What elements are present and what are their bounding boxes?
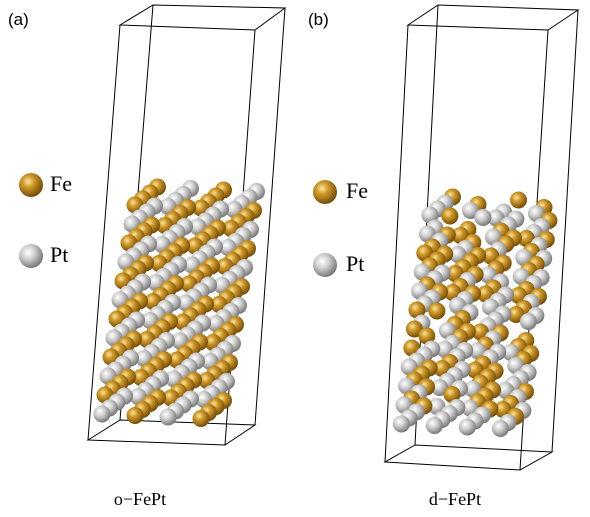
atom (474, 209, 492, 226)
atom (497, 382, 515, 399)
legend-pt: Pt (346, 251, 364, 276)
legend-fe-sphere (313, 180, 337, 204)
atom (441, 207, 459, 225)
atom (421, 206, 439, 224)
atom (126, 407, 144, 424)
atom (416, 244, 434, 262)
atom (93, 405, 111, 423)
panel-label: (b) (308, 10, 329, 29)
atom (510, 287, 528, 304)
atom (438, 322, 456, 339)
atom (159, 408, 177, 426)
atom (491, 420, 509, 437)
atom (444, 284, 462, 301)
atom (443, 386, 461, 403)
atom (482, 298, 499, 316)
atom (507, 306, 525, 323)
atom (462, 202, 479, 219)
atom (425, 417, 443, 434)
atom (413, 263, 431, 281)
atoms (93, 178, 558, 437)
caption: o−FePt (114, 489, 166, 509)
atom (484, 228, 502, 246)
atom (411, 282, 429, 300)
atom (192, 410, 210, 427)
atom (494, 401, 512, 418)
atom (449, 246, 467, 263)
atom (471, 323, 489, 341)
atom (418, 225, 436, 243)
atom (446, 265, 464, 282)
atom (403, 339, 421, 357)
atom (477, 285, 495, 303)
atom (392, 415, 410, 433)
legend-pt-sphere (313, 253, 337, 277)
atom (405, 320, 423, 338)
cell-top (406, 4, 580, 31)
atom (428, 302, 446, 320)
caption: d−FePt (429, 489, 481, 509)
atom (431, 379, 449, 396)
atom (512, 268, 530, 285)
cell-bottom (383, 444, 554, 471)
atom (469, 342, 487, 360)
atom (458, 418, 476, 436)
atom (461, 399, 479, 417)
atom (428, 398, 446, 415)
legend-fe: Fe (346, 178, 368, 203)
atom (482, 247, 500, 265)
atom (418, 327, 436, 345)
atom (449, 297, 466, 314)
atom (395, 396, 413, 414)
atom (528, 205, 545, 222)
atom (507, 357, 525, 374)
atom (487, 209, 505, 227)
legend-pt-sphere (19, 244, 43, 268)
atom (451, 227, 469, 244)
panel-label: (a) (8, 10, 29, 29)
legend-pt: Pt (50, 242, 68, 267)
atom (479, 266, 497, 284)
atom (433, 360, 451, 377)
legend-fe: Fe (50, 171, 72, 196)
atom (400, 358, 418, 376)
atom (519, 313, 537, 330)
atom (502, 344, 520, 361)
atom (408, 301, 426, 319)
atom (517, 230, 535, 247)
atom (436, 341, 454, 358)
atom (398, 377, 416, 395)
atom (466, 361, 484, 379)
atom (515, 249, 533, 266)
atom (464, 380, 482, 398)
legend-fe-sphere (19, 173, 43, 197)
cell-top (118, 4, 287, 31)
atom (510, 191, 527, 209)
